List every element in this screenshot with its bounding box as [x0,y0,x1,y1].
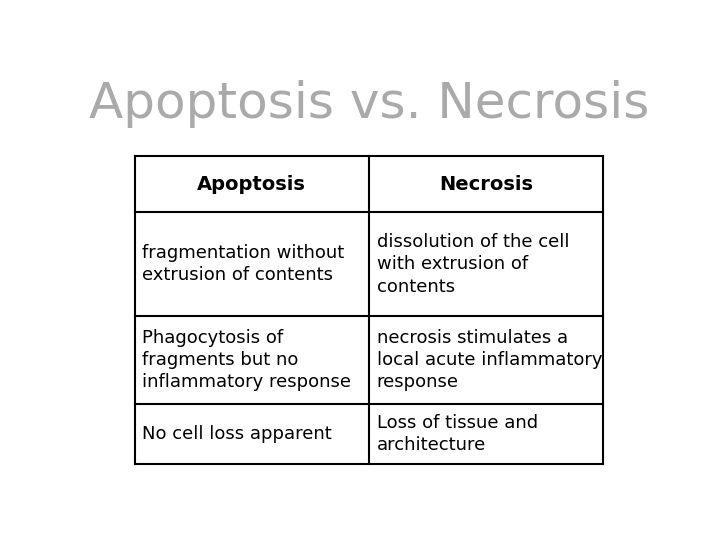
Text: Apoptosis: Apoptosis [197,175,306,194]
Text: Apoptosis vs. Necrosis: Apoptosis vs. Necrosis [89,80,649,129]
Text: No cell loss apparent: No cell loss apparent [143,425,332,443]
Text: Necrosis: Necrosis [439,175,534,194]
Text: Phagocytosis of
fragments but no
inflammatory response: Phagocytosis of fragments but no inflamm… [143,329,351,391]
Text: fragmentation without
extrusion of contents: fragmentation without extrusion of conte… [143,244,345,285]
Text: Loss of tissue and
architecture: Loss of tissue and architecture [377,414,538,454]
Text: dissolution of the cell
with extrusion of
contents: dissolution of the cell with extrusion o… [377,233,570,295]
Text: necrosis stimulates a
local acute inflammatory
response: necrosis stimulates a local acute inflam… [377,329,603,391]
